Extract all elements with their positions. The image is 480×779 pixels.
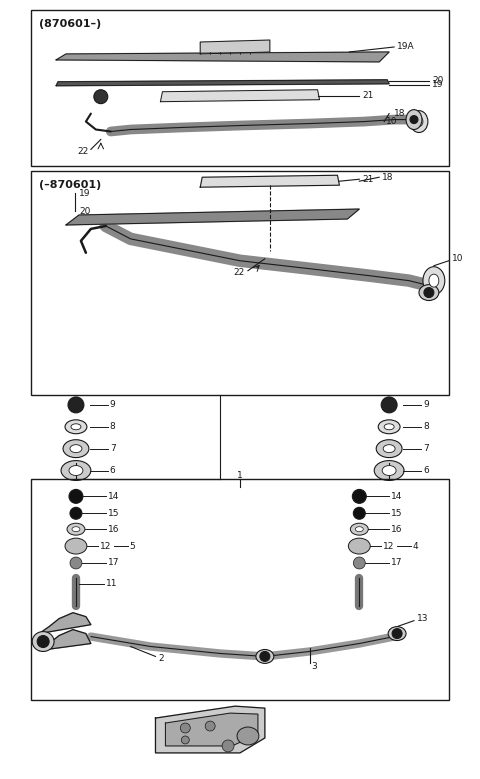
Text: 16: 16 bbox=[391, 525, 403, 534]
Ellipse shape bbox=[423, 266, 445, 294]
Text: 18: 18 bbox=[394, 109, 406, 118]
Text: 22: 22 bbox=[234, 268, 245, 277]
Ellipse shape bbox=[63, 439, 89, 457]
Ellipse shape bbox=[32, 632, 54, 651]
Text: 10: 10 bbox=[385, 117, 397, 126]
Text: 1: 1 bbox=[237, 471, 243, 480]
Circle shape bbox=[69, 489, 83, 503]
Text: (870601–): (870601–) bbox=[39, 19, 101, 29]
Text: 3: 3 bbox=[312, 662, 317, 671]
Text: 17: 17 bbox=[391, 559, 403, 567]
Polygon shape bbox=[39, 613, 91, 633]
Polygon shape bbox=[166, 713, 258, 746]
Ellipse shape bbox=[383, 445, 395, 453]
Polygon shape bbox=[56, 79, 389, 86]
Text: 20: 20 bbox=[79, 206, 90, 216]
Text: 2: 2 bbox=[158, 654, 164, 663]
Ellipse shape bbox=[65, 420, 87, 434]
Text: 5: 5 bbox=[130, 541, 135, 551]
Circle shape bbox=[353, 557, 365, 569]
Text: 19: 19 bbox=[432, 80, 444, 90]
Ellipse shape bbox=[70, 445, 82, 453]
Text: 15: 15 bbox=[391, 509, 403, 518]
Circle shape bbox=[222, 740, 234, 752]
Text: 15: 15 bbox=[108, 509, 119, 518]
Polygon shape bbox=[200, 175, 339, 187]
Ellipse shape bbox=[69, 466, 83, 475]
Ellipse shape bbox=[348, 538, 370, 554]
Text: 17: 17 bbox=[108, 559, 119, 567]
Ellipse shape bbox=[256, 650, 274, 664]
Circle shape bbox=[353, 507, 365, 520]
Circle shape bbox=[392, 629, 402, 639]
Text: 9: 9 bbox=[110, 400, 116, 410]
Ellipse shape bbox=[72, 527, 80, 532]
Text: 19A: 19A bbox=[397, 43, 415, 51]
Text: 4: 4 bbox=[413, 541, 419, 551]
Text: 22: 22 bbox=[78, 147, 89, 156]
Text: 19: 19 bbox=[79, 189, 90, 198]
Ellipse shape bbox=[71, 424, 81, 430]
Bar bbox=[31, 10, 449, 166]
Circle shape bbox=[205, 721, 215, 731]
Ellipse shape bbox=[376, 439, 402, 457]
Ellipse shape bbox=[67, 523, 85, 535]
Ellipse shape bbox=[419, 284, 439, 301]
Ellipse shape bbox=[355, 527, 363, 532]
Text: 6: 6 bbox=[110, 466, 116, 475]
Text: 10: 10 bbox=[452, 254, 463, 263]
Ellipse shape bbox=[378, 420, 400, 434]
Polygon shape bbox=[160, 90, 320, 102]
Circle shape bbox=[381, 397, 397, 413]
Ellipse shape bbox=[410, 111, 428, 132]
Circle shape bbox=[181, 736, 189, 744]
Text: 13: 13 bbox=[417, 614, 429, 623]
Text: 12: 12 bbox=[100, 541, 111, 551]
Text: 18: 18 bbox=[382, 173, 394, 182]
Text: (–870601): (–870601) bbox=[39, 180, 101, 190]
Text: 14: 14 bbox=[108, 492, 119, 501]
Text: 8: 8 bbox=[423, 422, 429, 432]
Ellipse shape bbox=[237, 727, 259, 745]
Polygon shape bbox=[56, 52, 389, 62]
Bar bbox=[31, 171, 449, 395]
Text: 14: 14 bbox=[391, 492, 403, 501]
Circle shape bbox=[410, 115, 418, 124]
Circle shape bbox=[424, 287, 434, 298]
Text: 8: 8 bbox=[110, 422, 116, 432]
Circle shape bbox=[180, 723, 190, 733]
Circle shape bbox=[260, 651, 270, 661]
Circle shape bbox=[94, 90, 108, 104]
Text: 20: 20 bbox=[432, 76, 443, 85]
Ellipse shape bbox=[388, 626, 406, 640]
Text: 12: 12 bbox=[383, 541, 395, 551]
Text: 6: 6 bbox=[423, 466, 429, 475]
Ellipse shape bbox=[406, 110, 422, 129]
Polygon shape bbox=[200, 40, 270, 54]
Ellipse shape bbox=[382, 466, 396, 475]
Text: 9: 9 bbox=[423, 400, 429, 410]
Ellipse shape bbox=[384, 424, 394, 430]
Polygon shape bbox=[156, 706, 265, 753]
Text: 11: 11 bbox=[106, 580, 117, 588]
Ellipse shape bbox=[350, 523, 368, 535]
Ellipse shape bbox=[374, 460, 404, 481]
Ellipse shape bbox=[65, 538, 87, 554]
Circle shape bbox=[37, 636, 49, 647]
Text: 21: 21 bbox=[362, 91, 373, 100]
Text: 7: 7 bbox=[423, 444, 429, 453]
Text: 21: 21 bbox=[362, 174, 373, 184]
Ellipse shape bbox=[415, 117, 423, 126]
Text: 16: 16 bbox=[108, 525, 119, 534]
Text: 7: 7 bbox=[110, 444, 116, 453]
Circle shape bbox=[352, 489, 366, 503]
Ellipse shape bbox=[61, 460, 91, 481]
Circle shape bbox=[70, 507, 82, 520]
Polygon shape bbox=[39, 629, 91, 650]
Polygon shape bbox=[66, 209, 360, 225]
Bar bbox=[31, 480, 449, 700]
Ellipse shape bbox=[429, 274, 439, 287]
Circle shape bbox=[68, 397, 84, 413]
Circle shape bbox=[70, 557, 82, 569]
